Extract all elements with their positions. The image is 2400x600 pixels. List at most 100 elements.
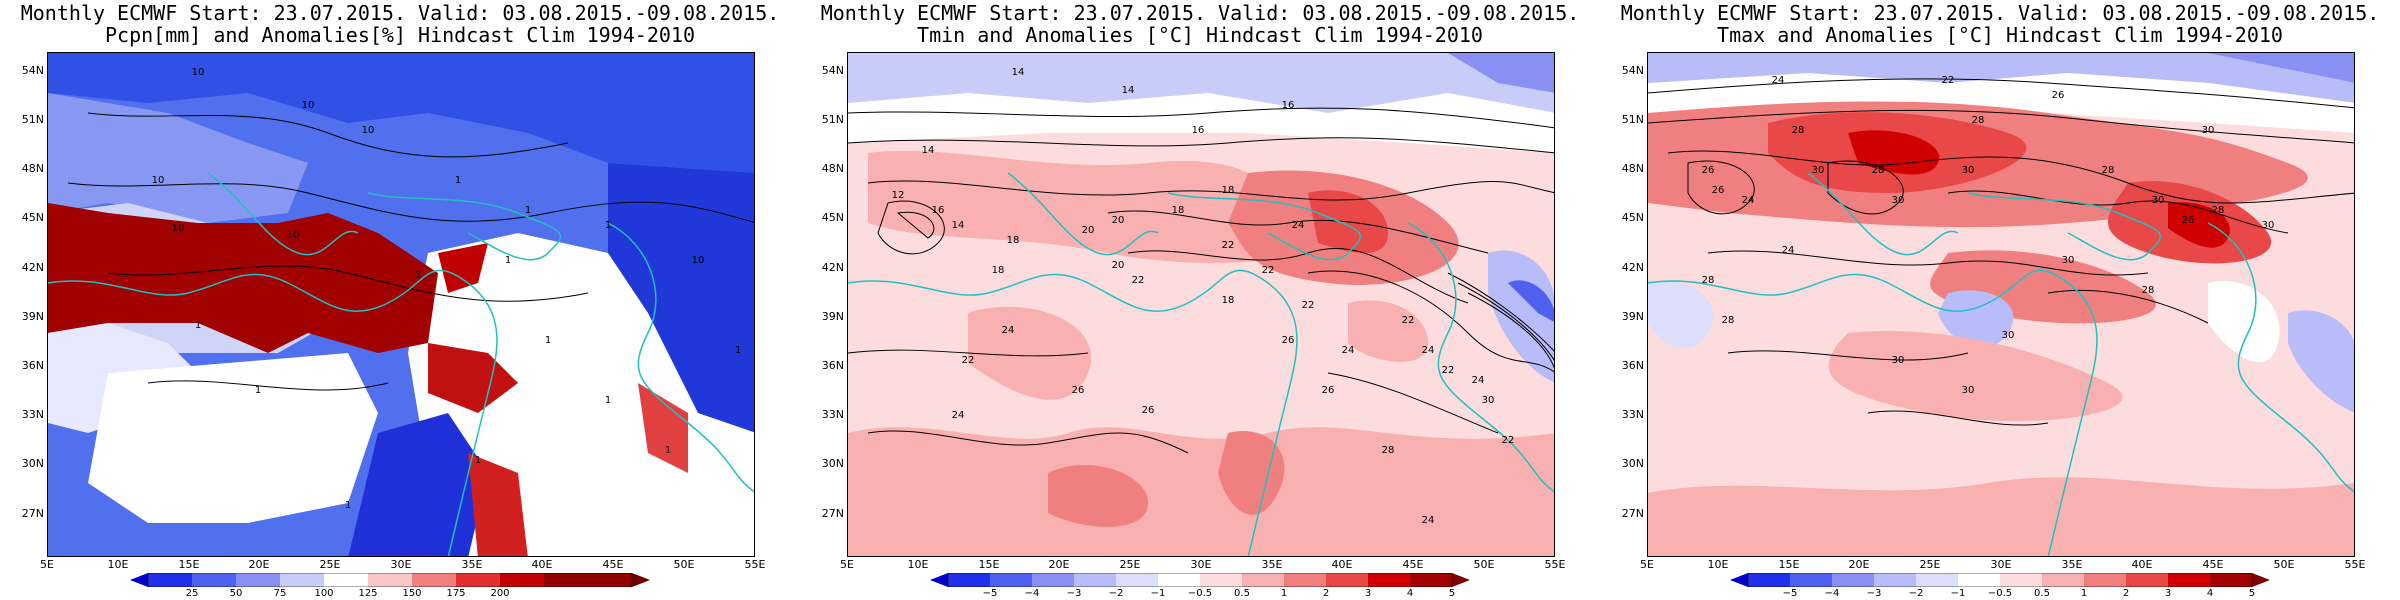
colorbar-label: 5: [1448, 588, 1456, 599]
contour-label: 1: [455, 175, 461, 186]
panel-title-line1: Monthly ECMWF Start: 23.07.2015. Valid: …: [820, 1, 1580, 25]
contour-label: 10: [692, 255, 705, 266]
lon-label: 20E: [248, 558, 270, 571]
contour-label: 24: [1472, 375, 1485, 386]
lat-label: 42N: [1621, 261, 1644, 274]
lat-label: 30N: [821, 457, 844, 470]
lon-label: 10E: [107, 558, 129, 571]
contour-label: 18: [1172, 205, 1185, 216]
contour-label: 22: [1502, 435, 1515, 446]
lon-label: 15E: [1778, 558, 1800, 571]
colorbar-label: −2: [1108, 588, 1124, 599]
map-tmin: 14 14 16 14 16 18 18 20 22 22 24 12 16 14 18 18 20 20 22 18…: [847, 52, 1555, 557]
lat-label: 27N: [821, 507, 844, 520]
lon-label: 25E: [319, 558, 341, 571]
colorbar-label: −1: [1150, 588, 1166, 599]
contour-label: 28: [1872, 165, 1885, 176]
lon-label: 55E: [2344, 558, 2366, 571]
contour-label: 10: [287, 230, 300, 241]
contour-label: 26: [1712, 185, 1725, 196]
lon-label: 15E: [978, 558, 1000, 571]
lon-label: 45E: [1402, 558, 1424, 571]
lat-label: 30N: [21, 457, 44, 470]
map-tmax: 24 22 26 28 28 30 26 26 24 30 28 30 30 28 30 26 28 30 24 30…: [1647, 52, 2355, 557]
colorbar-label: 150: [402, 588, 422, 599]
colorbar-label: 175: [446, 588, 466, 599]
contour-label: 22: [1222, 240, 1235, 251]
lon-label: 5E: [840, 558, 854, 571]
contour-label: 22: [1302, 300, 1315, 311]
contour-label: 26: [1322, 385, 1335, 396]
contour-label: 24: [952, 410, 965, 421]
contour-label: 1: [605, 220, 611, 231]
panel-title-line2: Tmax and Anomalies [°C] Hindcast Clim 19…: [1717, 23, 2283, 47]
contour-label: 10: [302, 100, 315, 111]
panel-title-line2: Tmin and Anomalies [°C] Hindcast Clim 19…: [917, 23, 1483, 47]
contour-label: 1: [195, 320, 201, 331]
colorbar-label: −4: [1024, 588, 1040, 599]
lon-label: 20E: [1048, 558, 1070, 571]
colorbar-label: −2: [1908, 588, 1924, 599]
colorbar-label: −3: [1066, 588, 1082, 599]
colorbar-label: −0.5: [1987, 588, 2013, 599]
contour-label: 14: [1012, 67, 1025, 78]
lon-label: 30E: [1190, 558, 1212, 571]
colorbar-label: 200: [490, 588, 510, 599]
lat-label: 36N: [821, 359, 844, 372]
panel-title-line1: Monthly ECMWF Start: 23.07.2015. Valid: …: [1620, 1, 2380, 25]
contour-label: 18: [1222, 185, 1235, 196]
contour-label: 22: [1942, 75, 1955, 86]
colorbar-label: 5: [2248, 588, 2256, 599]
contour-label: 30: [1812, 165, 1825, 176]
lon-label: 10E: [907, 558, 929, 571]
contour-label: 10: [192, 67, 205, 78]
colorbar-label: −5: [1782, 588, 1798, 599]
contour-label: 22: [1442, 365, 1455, 376]
lat-label: 48N: [821, 162, 844, 175]
contour-label: 24: [1342, 345, 1355, 356]
lon-label: 50E: [2273, 558, 2295, 571]
contour-label: 22: [1402, 315, 1415, 326]
contour-label: 26: [2052, 90, 2065, 101]
colorbar-label: 2: [2122, 588, 2130, 599]
contour-label: 24: [1772, 75, 1785, 86]
lat-label: 48N: [1621, 162, 1644, 175]
contour-label: 28: [1382, 445, 1395, 456]
colorbar: [930, 573, 1470, 587]
lat-label: 33N: [21, 408, 44, 421]
lon-label: 5E: [1640, 558, 1654, 571]
contour-label: 18: [992, 265, 1005, 276]
contour-label: 1: [345, 500, 351, 511]
colorbar-label: 100: [314, 588, 334, 599]
lat-label: 51N: [821, 113, 844, 126]
lat-label: 27N: [1621, 507, 1644, 520]
contour-label: 1: [545, 335, 551, 346]
contour-label: 20: [1112, 260, 1125, 271]
lon-label: 45E: [602, 558, 624, 571]
contour-label: 14: [952, 220, 965, 231]
contour-label: 28: [1722, 315, 1735, 326]
lon-label: 35E: [461, 558, 483, 571]
contour-label: 1: [605, 395, 611, 406]
contour-label: 26: [1072, 385, 1085, 396]
contour-label: 30: [2262, 220, 2275, 231]
colorbar-label: 1: [2080, 588, 2088, 599]
colorbar-label: 0.5: [2034, 588, 2050, 599]
contour-label: 16: [1282, 100, 1295, 111]
colorbar: [130, 573, 650, 587]
colorbar-label: 50: [229, 588, 243, 599]
contour-label: 30: [1892, 355, 1905, 366]
colorbar-label: 2: [1322, 588, 1330, 599]
contour-label: 1: [475, 455, 481, 466]
colorbar-label: −0.5: [1187, 588, 1213, 599]
lon-label: 55E: [1544, 558, 1566, 571]
lat-label: 36N: [21, 359, 44, 372]
contour-label: 30: [2002, 330, 2015, 341]
contour-label: 24: [1422, 345, 1435, 356]
contour-label: 1: [525, 205, 531, 216]
contour-label: 28: [2142, 285, 2155, 296]
colorbar-label: −4: [1824, 588, 1840, 599]
panel-precipitation: Monthly ECMWF Start: 23.07.2015. Valid: …: [0, 0, 800, 600]
contour-label: 10: [362, 125, 375, 136]
contour-label: 30: [2152, 195, 2165, 206]
